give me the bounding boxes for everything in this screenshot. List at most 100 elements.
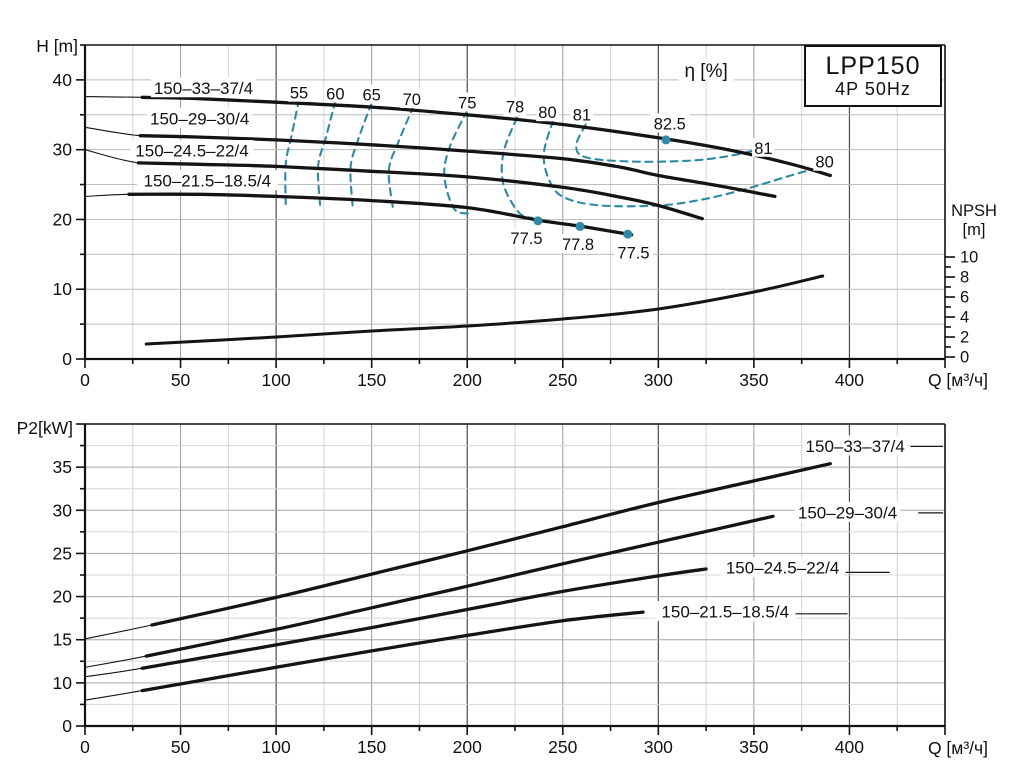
label-mask xyxy=(150,77,257,98)
npsh-tick-label-2: 2 xyxy=(960,329,969,347)
head-curve-1 xyxy=(138,134,777,199)
model-title-box: LPP150 4P 50Hz xyxy=(804,45,942,107)
bep-dot-0 xyxy=(661,135,671,145)
label-mask xyxy=(506,227,547,247)
bep-dot-3 xyxy=(623,229,633,239)
x-tick-label-100: 100 xyxy=(262,370,291,390)
label-mask xyxy=(802,435,908,456)
model-spec: 4P 50Hz xyxy=(835,78,911,99)
x-tick-label-200: 200 xyxy=(453,737,482,757)
power-curve-label-3: 150–21.5–18.5/4 xyxy=(661,603,789,622)
head-curves xyxy=(84,95,832,346)
efficiency-contour-78-5 xyxy=(500,116,534,220)
x-tick-label-50: 50 xyxy=(171,737,191,757)
x-tick-label-150: 150 xyxy=(357,737,386,757)
x-tick-label-200: 200 xyxy=(453,370,482,390)
y-tick-label-0: 0 xyxy=(62,716,72,736)
bep-label-2: 77.8 xyxy=(562,236,594,254)
power-x-axis-title: Q [м³/ч] xyxy=(928,738,988,758)
head-curve-3 xyxy=(127,192,634,237)
contour-label-right-81: 81 xyxy=(754,140,772,158)
label-mask xyxy=(794,501,901,522)
contour-label-65: 65 xyxy=(362,87,380,105)
contour-label-75: 75 xyxy=(458,94,476,112)
power-curve-label-1: 150–29–30/4 xyxy=(798,503,897,522)
contour-label-81: 81 xyxy=(573,106,591,124)
x-tick-label-250: 250 xyxy=(548,737,577,757)
npsh-axis: 0 2 4 6 8 10 NPSH[m] xyxy=(945,202,997,367)
x-tick-label-50: 50 xyxy=(171,370,191,390)
contour-label-55: 55 xyxy=(290,85,308,103)
y-tick-label-20: 20 xyxy=(53,209,73,229)
bep-dot-2 xyxy=(575,221,585,231)
y-tick-label-10: 10 xyxy=(53,673,73,693)
contour-label-70: 70 xyxy=(403,91,421,109)
x-tick-label-400: 400 xyxy=(835,737,864,757)
label-mask xyxy=(455,92,479,112)
label-mask xyxy=(137,170,278,191)
label-mask xyxy=(503,96,527,116)
power-curve-0 xyxy=(150,462,832,627)
head-curve-label-2: 150–24.5–22/4 xyxy=(135,142,248,161)
y-tick-label-15: 15 xyxy=(53,630,72,650)
contour-label-right-80: 80 xyxy=(815,154,833,172)
efficiency-contour-70-3 xyxy=(387,104,415,208)
x-tick-label-300: 300 xyxy=(644,370,673,390)
y-tick-label-40: 40 xyxy=(53,70,73,90)
head-x-axis-title: Q [м³/ч] xyxy=(928,370,988,390)
model-name: LPP150 xyxy=(825,51,921,80)
head-curve-label-0: 150–33–37/4 xyxy=(154,79,253,98)
label-mask xyxy=(360,84,383,104)
y-tick-label-25: 25 xyxy=(53,543,72,563)
bep-dot-1 xyxy=(533,216,543,226)
label-mask xyxy=(147,107,253,128)
power-curve-label-0: 150–33–37/4 xyxy=(806,437,905,456)
npsh-curve xyxy=(144,274,825,346)
head-curve-labels: 150–33–37/4 150–29–30/4 150–24.5–22/4 150–2… xyxy=(130,77,278,191)
head-curve-label-1: 150–29–30/4 xyxy=(150,109,249,128)
head-curve-2 xyxy=(136,161,704,221)
efficiency-contour-75-4 xyxy=(443,109,471,215)
power-curves xyxy=(84,445,944,701)
head-curve-label-3: 150–21.5–18.5/4 xyxy=(143,172,271,191)
label-mask xyxy=(721,557,845,578)
efficiency-contour-55-0 xyxy=(284,98,301,206)
best-efficiency-points: 82.5 77.5 77.8 77.5 xyxy=(506,113,690,262)
label-mask xyxy=(654,601,796,622)
bep-label-1: 77.5 xyxy=(510,230,542,248)
y-tick-label-10: 10 xyxy=(53,279,73,299)
label-mask xyxy=(752,137,775,157)
label-mask xyxy=(650,113,690,133)
x-tick-label-0: 0 xyxy=(80,737,90,757)
npsh-tick-label-6: 6 xyxy=(960,289,969,307)
npsh-tick-label-10: 10 xyxy=(960,249,978,267)
power-curve-3 xyxy=(140,610,645,693)
npsh-axis-title: NPSH xyxy=(951,202,997,220)
bep-label-0: 82.5 xyxy=(654,115,686,133)
x-tick-label-400: 400 xyxy=(835,370,864,390)
y-tick-label-0: 0 xyxy=(62,349,72,369)
npsh-axis-unit: [m] xyxy=(963,221,986,239)
efficiency-contour-81-7 xyxy=(575,123,767,163)
label-mask xyxy=(536,102,559,122)
power-curve-2 xyxy=(140,567,708,670)
head-y-axis-title: H [m] xyxy=(36,36,78,56)
label-mask xyxy=(570,104,594,124)
npsh-tick-label-8: 8 xyxy=(960,269,969,287)
contour-label-78: 78 xyxy=(506,99,524,117)
efficiency-contour-80-6 xyxy=(542,119,824,208)
x-tick-label-350: 350 xyxy=(739,737,768,757)
eta-percent-label: η [%] xyxy=(684,61,727,82)
power-curve-label-2: 150–24.5–22/4 xyxy=(726,559,839,578)
x-tick-label-250: 250 xyxy=(548,370,577,390)
power-curve-1 xyxy=(144,514,775,658)
y-tick-label-35: 35 xyxy=(53,457,72,477)
x-tick-label-0: 0 xyxy=(80,370,90,390)
label-mask xyxy=(613,242,654,262)
x-tick-label-300: 300 xyxy=(644,737,673,757)
contour-label-80: 80 xyxy=(538,104,556,122)
label-mask xyxy=(324,83,347,103)
label-mask xyxy=(400,88,424,108)
